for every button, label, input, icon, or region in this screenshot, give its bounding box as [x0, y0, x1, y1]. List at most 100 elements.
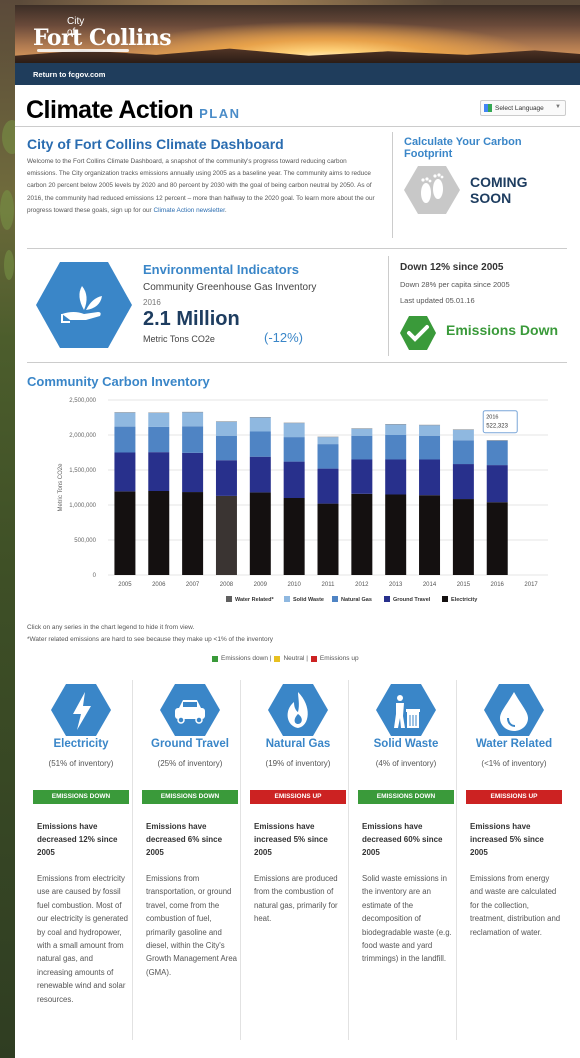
y-axis-label: Metric Tons CO2e	[58, 463, 64, 512]
bar-natural-gas-2006	[148, 426, 170, 453]
bar-electricity-2010	[283, 498, 305, 575]
x-tick-label: 2017	[524, 582, 538, 588]
bar-electricity-2011	[317, 503, 339, 575]
bar-electricity-2016	[486, 502, 508, 575]
intro-end: .	[224, 206, 227, 214]
category-electricity: Electricity (51% of inventory) EMISSIONS D…	[27, 680, 135, 1050]
x-tick-label: 2007	[186, 582, 200, 588]
return-link[interactable]: Return to fcgov.com	[33, 69, 106, 79]
x-tick-label: 2012	[355, 582, 369, 588]
divider	[388, 256, 389, 356]
category-percent: (25% of inventory)	[157, 759, 223, 768]
bar-ground-travel-2009	[249, 456, 271, 493]
column-divider	[456, 680, 457, 1040]
per-capita-text: Down 28% per capita since 2005	[400, 280, 510, 289]
category-name[interactable]: Electricity	[53, 738, 109, 750]
environmental-indicators-title: Environmental Indicators	[143, 262, 300, 277]
category-headline: Emissions have decreased 6% since 2005	[146, 822, 223, 857]
bar-solid-waste-2015	[452, 429, 474, 441]
category-description: Emissions from transportation, or ground…	[146, 874, 238, 977]
down-since-title: Down 12% since 2005	[400, 262, 504, 273]
trash-bin-icon	[376, 684, 436, 736]
y-tick-label: 1,000,000	[69, 503, 96, 509]
category-natural-gas: Natural Gas (19% of inventory) EMISSIONS U…	[244, 680, 352, 1050]
divider	[392, 132, 393, 238]
category-name[interactable]: Natural Gas	[265, 738, 331, 750]
bar-electricity-2006	[148, 491, 170, 575]
bar-solid-waste-2010	[283, 423, 305, 438]
bar-ground-travel-2008	[215, 460, 237, 496]
up-key-swatch	[310, 655, 317, 662]
intro-text: Welcome to the Fort Collins Climate Dash…	[27, 158, 375, 214]
category-percent: (51% of inventory)	[48, 759, 114, 768]
divider	[15, 126, 580, 127]
newsletter-link[interactable]: Climate Action newsletter	[153, 206, 225, 214]
x-tick-label: 2006	[152, 582, 166, 588]
divider	[27, 362, 567, 363]
bar-ground-travel-2005	[114, 452, 136, 492]
legend-label: Electricity	[451, 597, 478, 603]
category-description: Emissions are produced from the combusti…	[254, 874, 338, 924]
google-translate-icon	[484, 104, 492, 112]
category-status-badge: EMISSIONS DOWN	[358, 790, 454, 804]
car-icon	[160, 684, 220, 736]
category-headline: Emissions have increased 5% since 2005	[254, 822, 328, 857]
checkmark-icon	[400, 316, 436, 350]
bar-solid-waste-2014	[419, 425, 441, 436]
y-tick-label: 1,500,000	[69, 468, 96, 474]
legend-label: Water Related*	[235, 597, 274, 603]
bar-ground-travel-2010	[283, 461, 305, 498]
legend-swatch-electricity	[442, 596, 448, 602]
carbon-calculator-title[interactable]: Calculate Your Carbon Footprint	[404, 136, 522, 160]
page-title-suffix: PLAN	[199, 106, 241, 121]
bar-ground-travel-2011	[317, 468, 339, 504]
chart-footnote: *Water related emissions are hard to see…	[27, 636, 273, 643]
x-tick-label: 2005	[118, 582, 132, 588]
category-description: Emissions from energy and waste are calc…	[470, 874, 561, 937]
header-banner: City of Fort Collins	[15, 5, 580, 63]
bar-electricity-2014	[419, 495, 441, 575]
logo-small-text: City of	[67, 16, 85, 38]
category-name[interactable]: Ground Travel	[151, 738, 229, 750]
page-title-main: Climate Action	[26, 96, 194, 124]
legend-swatch-ground-travel	[384, 596, 390, 602]
y-tick-label: 2,000,000	[69, 433, 96, 439]
bar-electricity-2013	[385, 494, 407, 575]
language-select-label: Select Language	[495, 104, 544, 112]
neutral-key-swatch	[274, 655, 281, 662]
column-divider	[348, 680, 349, 1040]
bar-solid-waste-2013	[385, 424, 407, 435]
bar-natural-gas-2008	[215, 435, 237, 461]
bar-solid-waste-2006	[148, 412, 170, 427]
env-unit: Metric Tons CO2e	[143, 334, 215, 344]
coming-soon-label: COMING SOON	[470, 174, 528, 206]
flame-icon	[268, 684, 328, 736]
category-description: Emissions from electricity use are cause…	[37, 874, 129, 1004]
legend-swatch-solid-waste	[284, 596, 290, 602]
bar-solid-waste-2005	[114, 412, 136, 427]
category-name[interactable]: Water Related	[475, 738, 553, 750]
category-status-badge: EMISSIONS UP	[466, 790, 562, 804]
bar-ground-travel-2015	[452, 464, 474, 500]
carbon-inventory-chart[interactable]: 0 500,000 1,000,000 1,500,000 2,000,000 2,500…	[40, 392, 560, 614]
chart-tooltip-value: 522,323	[486, 424, 508, 430]
x-tick-label: 2014	[423, 582, 437, 588]
down-key-swatch	[212, 655, 218, 662]
language-select[interactable]: Select Language ▼	[480, 100, 566, 116]
category-headline: Emissions have decreased 60% since 2005	[362, 822, 443, 857]
legend-swatch-water-related-	[226, 596, 232, 602]
category-percent: (<1% of inventory)	[481, 759, 547, 768]
bar-solid-waste-2009	[249, 417, 271, 432]
bar-natural-gas-2005	[114, 426, 136, 453]
category-name[interactable]: Solid Waste	[373, 738, 439, 750]
category-water-related: Water Related (<1% of inventory) EMISSIONS…	[460, 680, 568, 1050]
divider	[27, 248, 567, 249]
footprint-icon	[404, 166, 460, 214]
bar-natural-gas-2015	[452, 440, 474, 465]
logo-swoosh	[37, 49, 129, 52]
y-tick-label: 2,500,000	[69, 398, 96, 404]
category-headline: Emissions have increased 5% since 2005	[470, 822, 544, 857]
env-year: 2016	[143, 298, 161, 307]
legend-label: Solid Waste	[293, 597, 324, 603]
plant-in-hand-icon	[36, 262, 132, 348]
